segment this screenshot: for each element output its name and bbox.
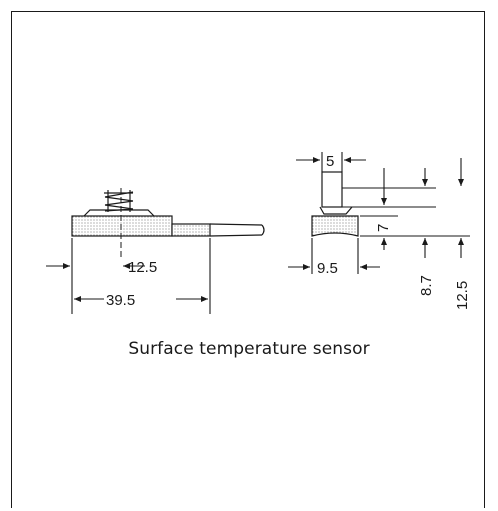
housing-top <box>83 209 155 217</box>
side-view-dimensions <box>46 238 211 314</box>
sensor-base <box>71 215 173 237</box>
dim-length-label: 39.5 <box>106 292 135 309</box>
end-view <box>311 171 359 237</box>
cable <box>209 223 263 226</box>
caption: Surface temperature sensor <box>128 339 370 359</box>
end-view-stem <box>321 171 343 208</box>
dim-width-top-label: 5 <box>326 153 334 170</box>
drawing-frame <box>11 11 485 508</box>
end-view-dimensions <box>288 152 470 274</box>
dim-height-step-label: 7 <box>375 224 392 232</box>
end-view-collar <box>319 206 353 215</box>
side-view <box>71 188 265 258</box>
end-view-base <box>311 215 359 237</box>
spring-coil <box>104 190 134 212</box>
dim-offset-label: 12.5 <box>128 259 157 276</box>
dim-width-base-label: 9.5 <box>317 260 338 277</box>
dim-height-total-label: 12.5 <box>454 281 471 310</box>
dim-height-body-label: 8.7 <box>418 275 435 296</box>
cable-boot <box>171 223 211 237</box>
